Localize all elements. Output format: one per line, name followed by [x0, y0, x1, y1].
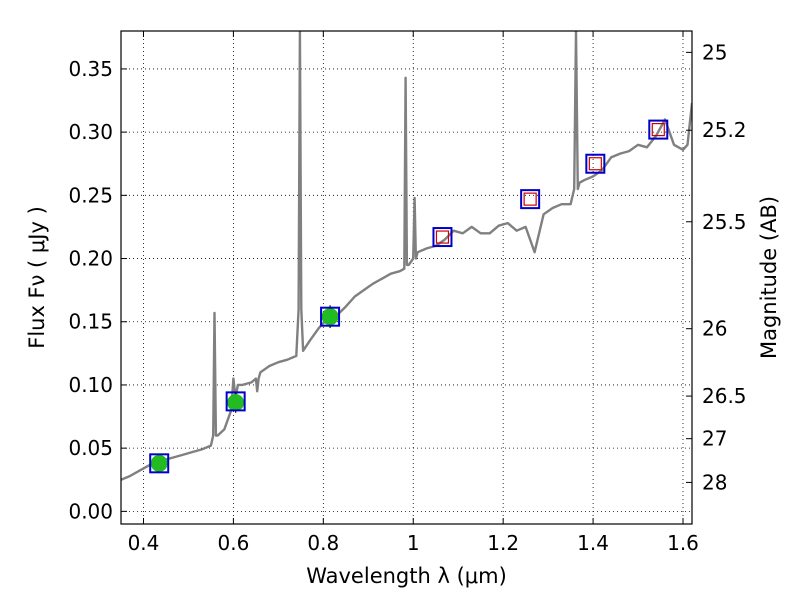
y-tick-label: 0.00	[68, 499, 113, 523]
marker-layer	[149, 119, 669, 474]
y-tick-label: 0.35	[68, 57, 113, 81]
magnitude-axis-title: Magnitude (AB)	[757, 196, 781, 359]
x-tick-label: 0.6	[217, 531, 249, 555]
ticks: 0.4 0.6 0.8 1 1.2 1.4 1.6 0.00 0.05 0.10 0.15 0.20 0…	[68, 31, 747, 555]
spectrum-line	[121, 31, 692, 481]
x-tick-label: 1.2	[487, 531, 519, 555]
model-photometry-marker	[149, 453, 170, 474]
spectrum-layer	[121, 31, 692, 481]
y-tick-label: 0.10	[68, 373, 113, 397]
model-photometry-marker	[585, 153, 606, 174]
y-axis-title: Flux Fν ( μJy )	[25, 206, 49, 349]
mag-tick-label: 26.5	[702, 384, 747, 408]
mag-tick-label: 26	[702, 317, 727, 341]
y-tick-label: 0.15	[68, 310, 113, 334]
mag-tick-label: 25	[702, 40, 727, 64]
x-tick-label: 0.4	[128, 531, 160, 555]
upper-limit-marker	[588, 157, 602, 171]
y-tick-label: 0.20	[68, 247, 113, 271]
model-photometry-marker	[648, 119, 669, 140]
model-photometry-marker	[520, 189, 541, 210]
x-tick-label: 1.6	[667, 531, 699, 555]
model-photometry-marker	[225, 391, 246, 412]
x-tick-label: 1.4	[577, 531, 609, 555]
observed-point	[150, 454, 168, 472]
y-tick-label: 0.05	[68, 436, 113, 460]
model-photometry-marker	[432, 227, 453, 248]
mag-tick-label: 25.2	[702, 118, 747, 142]
upper-limit-marker	[523, 192, 537, 206]
upper-limit-marker	[651, 122, 665, 137]
observed-point	[321, 308, 339, 326]
x-tick-label: 0.8	[307, 531, 339, 555]
mag-tick-label: 25.5	[702, 210, 747, 234]
model-photometry-marker	[320, 306, 341, 327]
mag-tick-label: 27	[702, 427, 727, 451]
y-tick-label: 0.25	[68, 183, 113, 207]
y-tick-label: 0.30	[68, 120, 113, 144]
observed-point	[227, 394, 245, 412]
upper-limit-marker	[435, 230, 450, 244]
mag-tick-label: 28	[702, 470, 727, 494]
x-tick-label: 1	[407, 531, 420, 555]
x-axis-title: Wavelength λ (μm)	[306, 564, 507, 588]
plot-frame	[120, 30, 693, 525]
